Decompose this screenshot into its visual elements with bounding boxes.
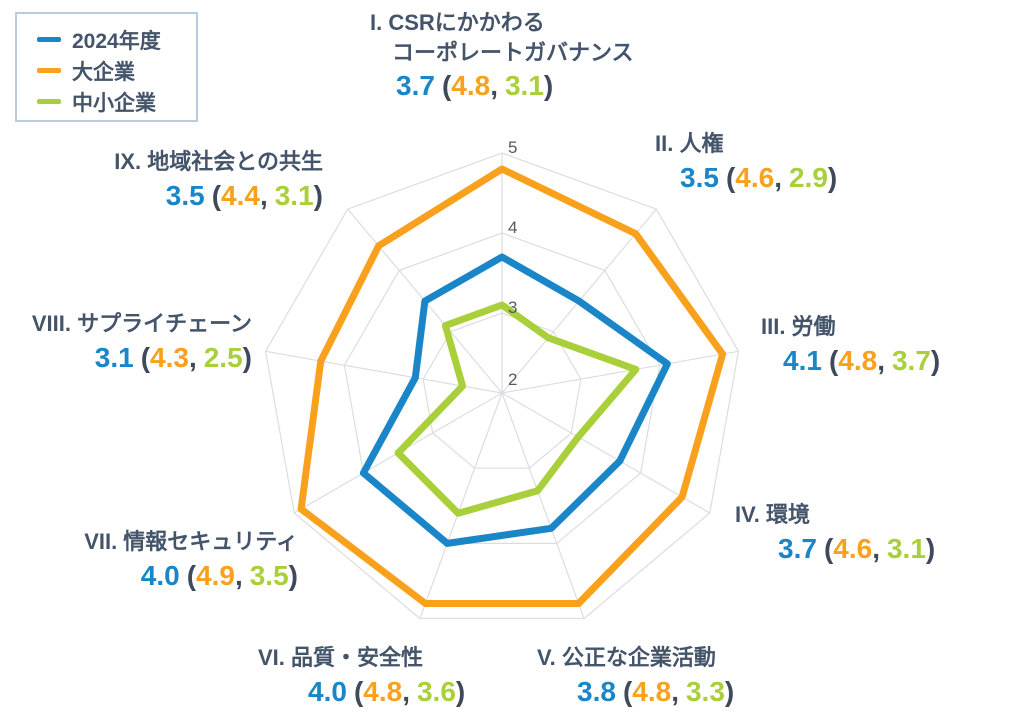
grid-spoke: [501, 392, 711, 514]
axis-values: 3.5 (4.6, 2.9): [680, 162, 838, 193]
series-line-0: [359, 253, 671, 547]
value-large-company: 4.6: [735, 162, 775, 193]
value-sme: 3.7: [891, 345, 931, 376]
value-2024: 4.0: [308, 676, 347, 707]
axis-label-quality-safety: VI. 品質・安全性 4.0 (4.8, 3.6): [258, 641, 465, 710]
value-sme: 3.1: [504, 70, 544, 101]
axis-category-text: III. 労働: [761, 314, 836, 339]
axis-category-text: VI. 品質・安全性: [258, 645, 424, 670]
legend-label-2024: 2024年度: [72, 29, 161, 53]
grid-spoke: [265, 350, 503, 394]
value-large-company: 4.6: [833, 533, 873, 564]
axis-label-environment: IV. 環境 3.7 (4.6, 3.1): [735, 498, 935, 567]
legend-item-2024: 2024年度: [37, 24, 196, 55]
value-sme: 3.1: [886, 533, 926, 564]
axis-values: 3.8 (4.8, 3.3): [577, 676, 735, 707]
value-sme: 3.3: [685, 676, 725, 707]
grid-spoke: [501, 392, 585, 619]
axis-category-text: I. CSRにかかわる: [370, 10, 545, 35]
value-2024: 3.1: [94, 342, 134, 373]
value-2024: 4.1: [783, 345, 822, 376]
axis-values: 3.1 (4.3, 2.5): [94, 342, 252, 373]
value-2024: 3.8: [577, 676, 616, 707]
grid-ring-level-5: [264, 152, 740, 620]
legend-line-marker-sme: [37, 99, 61, 104]
axis-category-text: IX. 地域社会との共生: [114, 149, 323, 174]
axis-values: 3.7 (4.8, 3.1): [396, 70, 554, 101]
value-sme: 2.9: [788, 162, 828, 193]
radial-tick-label: 3: [508, 298, 517, 317]
value-2024: 4.0: [140, 560, 180, 591]
axis-label-local-community: IX. 地域社会との共生 3.5 (4.4, 3.1): [80, 145, 323, 214]
series-line-1: [297, 165, 727, 607]
value-large-company: 4.3: [150, 342, 189, 373]
radial-tick-label: 2: [508, 370, 517, 389]
axis-label-info-security: VII. 情報セキュリティ 4.0 (4.9, 3.5): [38, 525, 298, 594]
radial-tick-label: 4: [508, 218, 517, 237]
axis-values: 3.7 (4.6, 3.1): [778, 533, 936, 564]
axis-values: 4.1 (4.8, 3.7): [783, 345, 941, 376]
legend-item-large-company: 大企業: [37, 55, 196, 86]
value-large-company: 4.4: [221, 180, 260, 211]
value-2024: 3.5: [165, 180, 205, 211]
legend-line-marker-2024: [37, 37, 61, 42]
axis-values: 4.0 (4.8, 3.6): [308, 676, 466, 707]
value-2024: 3.7: [778, 533, 817, 564]
axis-label-supply-chain: VIII. サプライチェーン 3.1 (4.3, 2.5): [10, 307, 252, 376]
axis-label-human-rights: II. 人権 3.5 (4.6, 2.9): [655, 127, 837, 196]
axis-label-fair-business: V. 公正な企業活動 3.8 (4.8, 3.3): [537, 641, 734, 710]
grid-spoke: [419, 392, 503, 619]
value-sme: 3.6: [416, 676, 456, 707]
value-large-company: 4.9: [196, 560, 235, 591]
radial-tick-label: 5: [508, 138, 517, 157]
legend-label-large-company: 大企業: [72, 60, 135, 84]
value-sme: 2.5: [203, 342, 243, 373]
axis-category-text: VIII. サプライチェーン: [31, 311, 252, 336]
value-large-company: 4.8: [632, 676, 672, 707]
axis-label-labor: III. 労働 4.1 (4.8, 3.7): [761, 310, 940, 379]
value-2024: 3.7: [396, 70, 435, 101]
series-line-2: [394, 301, 640, 517]
value-sme: 3.5: [249, 560, 289, 591]
axis-category-text: II. 人権: [655, 131, 724, 156]
axis-values: 4.0 (4.9, 3.5): [140, 560, 298, 591]
value-sme: 3.1: [274, 180, 314, 211]
legend-item-sme: 中小企業: [37, 86, 196, 117]
value-large-company: 4.8: [451, 70, 491, 101]
grid-ring-level-3: [422, 312, 582, 469]
legend-label-sme: 中小企業: [72, 91, 156, 115]
axis-category-text: VII. 情報セキュリティ: [84, 529, 298, 554]
value-large-company: 4.8: [363, 676, 403, 707]
legend: 2024年度 大企業 中小企業: [15, 12, 198, 122]
grid-ring-level-4: [343, 232, 661, 544]
value-2024: 3.5: [680, 162, 719, 193]
axis-category-text-line2: コーポレートガバナンス: [392, 40, 634, 65]
radar-chart-area: 2 3 4 5: [222, 113, 782, 673]
value-large-company: 4.8: [838, 345, 878, 376]
axis-category-text: IV. 環境: [735, 502, 810, 527]
axis-label-csr-governance: I. CSRにかかわる コーポレートガバナンス 3.7 (4.8, 3.1): [370, 8, 634, 104]
axis-values: 3.5 (4.4, 3.1): [165, 180, 323, 211]
grid-spoke: [501, 350, 739, 394]
legend-line-marker-large-company: [37, 68, 61, 73]
radar-chart: 2 3 4 5: [264, 138, 740, 620]
axis-category-text: V. 公正な企業活動: [537, 645, 716, 670]
